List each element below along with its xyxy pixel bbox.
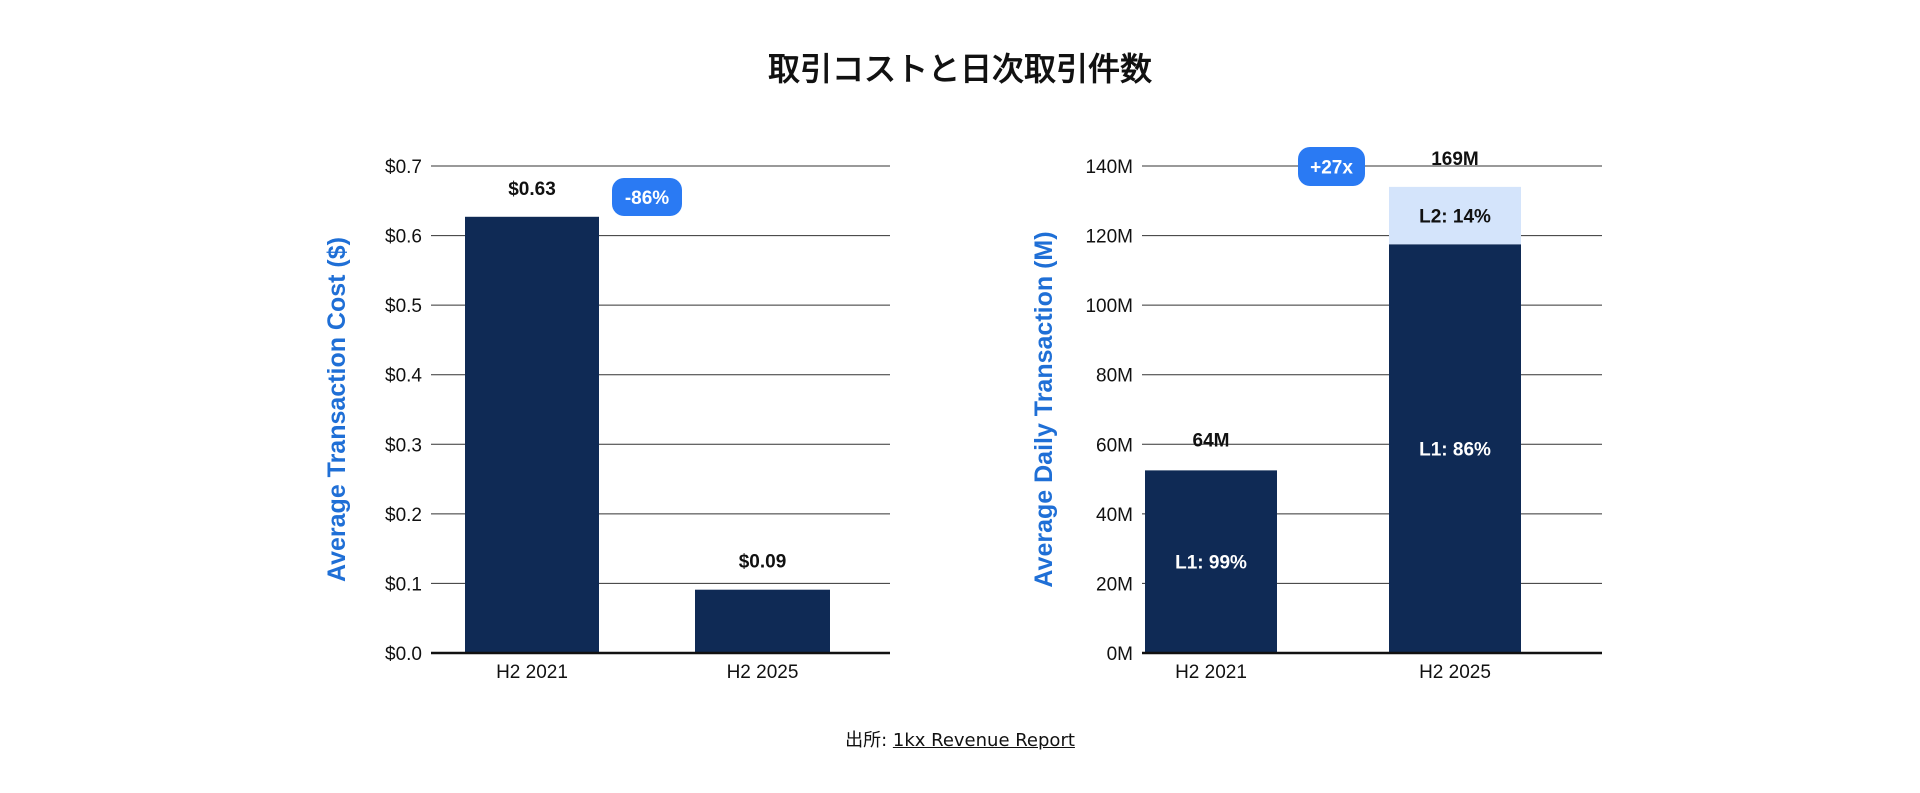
change-badge [612,178,682,216]
y-tick-label: 0M [1107,644,1133,665]
x-tick-label: H2 2021 [496,662,568,683]
y-tick-label: 140M [1085,157,1133,178]
source-note: 出所: 1kx Revenue Report [0,726,1920,752]
y-axis-label: Average Daily Transaction (M) [1030,231,1058,587]
y-tick-label: 20M [1096,574,1133,595]
x-tick-label: H2 2021 [1175,662,1247,683]
change-badge-label: +27x [1310,158,1353,179]
y-tick-label: $0.2 [385,505,422,526]
bar-segment-l2 [1389,186,1521,245]
segment-label: L1: 86% [1419,440,1491,461]
data-label: 64M [1193,430,1230,451]
source-link[interactable]: 1kx Revenue Report [892,730,1075,751]
segment-label: L1: 99% [1175,553,1247,574]
y-tick-label: 80M [1096,366,1133,387]
y-tick-label: $0.3 [385,435,422,456]
y-tick-label: 100M [1085,296,1133,317]
change-badge [1298,147,1365,186]
y-tick-label: $0.7 [385,157,422,178]
bar [465,216,599,653]
change-badge-label: -86% [625,188,669,209]
data-label: $0.09 [739,552,787,573]
y-tick-label: $0.1 [385,574,422,595]
y-tick-label: $0.4 [385,366,422,387]
bar-segment-l1 [1145,470,1277,653]
y-tick-label: $0.0 [385,644,422,665]
bar-segment-l1 [1389,244,1521,653]
y-tick-label: 40M [1096,505,1133,526]
data-label: 169M [1431,149,1479,170]
y-tick-label: 60M [1096,435,1133,456]
y-tick-label: $0.6 [385,227,422,248]
x-tick-label: H2 2025 [727,662,799,683]
source-prefix: 出所: [845,730,893,751]
chart-title: 取引コストと日次取引件数 [767,50,1152,88]
y-axis-label: Average Transaction Cost ($) [323,237,351,582]
x-tick-label: H2 2025 [1419,662,1491,683]
y-tick-label: 120M [1085,227,1133,248]
segment-label: L2: 14% [1419,207,1491,228]
data-label: $0.63 [508,179,556,200]
bar [695,589,830,653]
y-tick-label: $0.5 [385,296,422,317]
